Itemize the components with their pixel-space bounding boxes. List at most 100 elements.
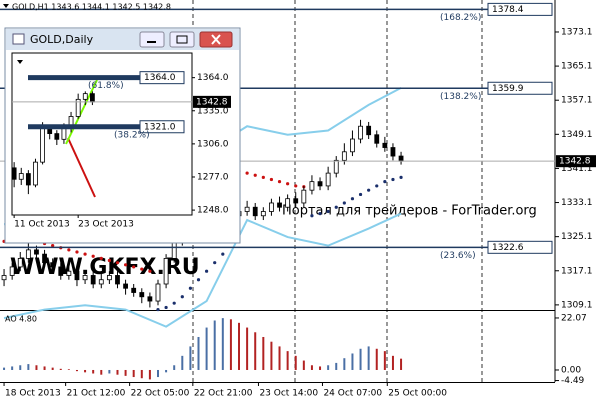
sar-dot [51, 244, 55, 248]
x-tick-label: 25 Oct 00:00 [388, 389, 447, 399]
chart-title: GOLD,H1 1343.6 1344.1 1342.5 1342.8 [12, 3, 171, 12]
y-tick-label: 1309.1 [561, 300, 593, 310]
candle-body [317, 181, 323, 187]
sar-dot [148, 269, 152, 273]
y-tick-label: 1248.0 [197, 206, 229, 216]
sar-dot [367, 188, 371, 192]
y-tick-label: 1325.1 [561, 232, 593, 242]
y-tick-label: 1277.0 [197, 172, 229, 182]
sar-dot [188, 286, 193, 290]
x-tick-label: 24 Oct 07:00 [323, 389, 382, 399]
candle-body [11, 167, 17, 180]
sar-dot [391, 177, 395, 182]
candle-body [61, 127, 67, 140]
fib-percent-label: (23.6%) [440, 251, 476, 261]
panel-title: AO 4.80 [5, 315, 37, 324]
fib-price-box [487, 240, 553, 254]
candle-body [382, 142, 388, 148]
fib-price-label: 1364.0 [144, 73, 176, 83]
candle-body [333, 159, 339, 174]
sar-dot [261, 175, 265, 179]
candle-body [374, 134, 380, 144]
sar-dot [399, 175, 403, 179]
candle-body [131, 287, 137, 293]
fib-percent-label: (38.2%) [114, 130, 150, 140]
candle-body [285, 198, 291, 208]
maximize-button[interactable] [169, 31, 195, 48]
candle-body [398, 155, 404, 162]
candle-body [89, 93, 95, 103]
sar-dot [99, 256, 103, 261]
candle-body [42, 253, 47, 264]
fib-price-box [487, 2, 553, 16]
fib-percent-label: (61.8%) [88, 81, 124, 91]
candle-body [358, 125, 363, 140]
sar-dot [123, 263, 128, 267]
y-tick-label: -4.49 [561, 376, 585, 386]
x-tick-label: 18 Oct 2013 [5, 389, 61, 399]
sar-dot [115, 261, 120, 265]
candle-body [147, 296, 153, 302]
x-tick-label: 22 Oct 05:00 [131, 389, 190, 399]
menu-arrow[interactable] [3, 4, 9, 8]
candle-body [293, 198, 299, 204]
sar-dot [358, 192, 363, 197]
y-tick-label: 1306.0 [197, 139, 229, 149]
current-price-label: 1342.8 [196, 97, 228, 107]
sar-dot [83, 252, 87, 256]
sar-dot [67, 248, 71, 252]
candle-body [90, 275, 96, 285]
x-tick-label: 23 Oct 2013 [78, 220, 134, 230]
watermark: Портал для трейдеров - ForTrader.org [282, 204, 537, 219]
ao-panel: 22.07 0.00-4.49 AO 4.80 [3, 313, 587, 386]
y-tick-label: 1317.1 [561, 266, 593, 276]
candle-body [350, 138, 355, 153]
x-tick-label: 21 Oct 12:00 [67, 389, 126, 399]
sar-dot [253, 173, 257, 177]
candle-body [58, 266, 64, 276]
candle-body [260, 211, 266, 217]
main-chart: WWW.GKFX.RU Портал для трейдеров - ForTra… [0, 3, 596, 399]
window-icon [12, 33, 25, 45]
sar-dot [205, 269, 209, 273]
candle-body [82, 93, 88, 100]
sar-dot [140, 267, 144, 271]
candle-body [34, 249, 39, 255]
sar-dot [318, 212, 322, 216]
candle-body [325, 172, 331, 187]
candle-body [33, 161, 38, 186]
sar-dot [132, 265, 136, 269]
close-glyph [211, 34, 221, 45]
inset-plot-border [11, 52, 193, 216]
sar-dot [269, 177, 274, 182]
sar-dot [326, 209, 330, 214]
current-price-label: 1342.8 [559, 157, 591, 167]
y-tick-label: 1357.1 [561, 96, 593, 106]
sar-dot [107, 258, 111, 263]
sar-dot [334, 205, 338, 209]
sar-dot [172, 301, 176, 305]
y-tick-label: 1341.1 [561, 164, 593, 174]
minimize-button[interactable] [139, 31, 165, 48]
candle-body [155, 283, 161, 302]
y-tick-label: 1364.0 [197, 73, 229, 83]
window-title: GOLD,Daily [30, 33, 94, 46]
sar-dot [375, 184, 379, 188]
candle-body [1, 275, 7, 281]
candle-body [269, 202, 274, 212]
fib-price-box [139, 120, 185, 134]
candle-body [115, 275, 120, 285]
candle-body [82, 275, 88, 281]
fib-price-label: 1378.4 [492, 5, 524, 15]
candle-body [18, 173, 24, 180]
sar-dot [350, 197, 355, 201]
sar-dot [294, 184, 298, 188]
candle-body [106, 275, 112, 281]
fib-price-label: 1321.0 [144, 122, 176, 132]
sar-dot [164, 305, 168, 310]
sar-dot [310, 214, 314, 218]
candle-body [40, 127, 45, 163]
fib-price-label: 1322.6 [492, 243, 524, 253]
